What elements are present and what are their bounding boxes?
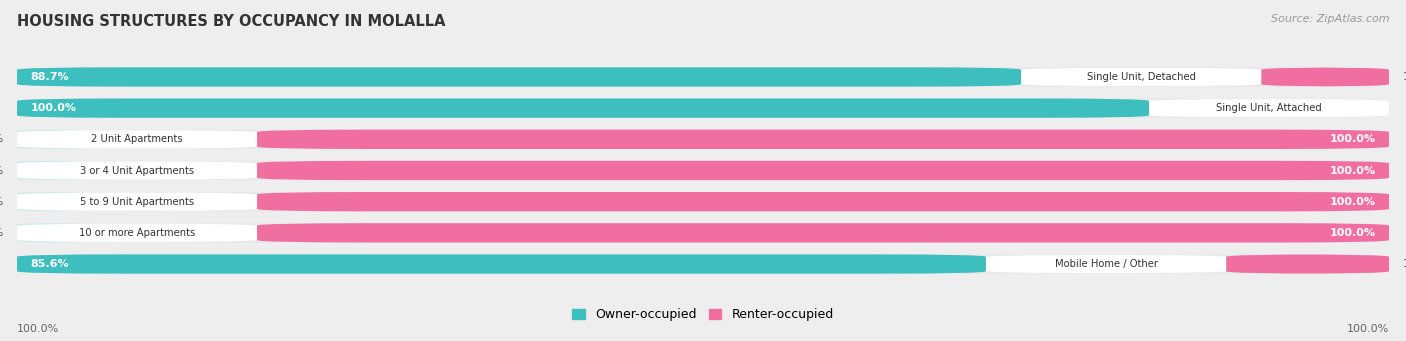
Text: 100.0%: 100.0% xyxy=(17,324,59,334)
Text: 88.7%: 88.7% xyxy=(31,72,69,82)
FancyBboxPatch shape xyxy=(986,255,1226,273)
FancyBboxPatch shape xyxy=(1226,254,1389,274)
Text: 0.0%: 0.0% xyxy=(0,134,3,144)
Text: 14.4%: 14.4% xyxy=(1403,259,1406,269)
FancyBboxPatch shape xyxy=(17,130,86,149)
Text: 100.0%: 100.0% xyxy=(1330,197,1375,207)
FancyBboxPatch shape xyxy=(1389,99,1406,118)
FancyBboxPatch shape xyxy=(17,99,1149,118)
Text: 85.6%: 85.6% xyxy=(31,259,69,269)
FancyBboxPatch shape xyxy=(17,161,86,180)
FancyBboxPatch shape xyxy=(1021,68,1261,86)
FancyBboxPatch shape xyxy=(17,223,1389,242)
FancyBboxPatch shape xyxy=(17,224,257,242)
Text: 0.0%: 0.0% xyxy=(0,197,3,207)
FancyBboxPatch shape xyxy=(17,192,86,211)
Text: 0.0%: 0.0% xyxy=(0,228,3,238)
FancyBboxPatch shape xyxy=(17,161,1389,180)
Text: 0.0%: 0.0% xyxy=(0,165,3,176)
Text: 100.0%: 100.0% xyxy=(1330,134,1375,144)
Text: Source: ZipAtlas.com: Source: ZipAtlas.com xyxy=(1271,14,1389,24)
Text: Single Unit, Attached: Single Unit, Attached xyxy=(1216,103,1322,113)
FancyBboxPatch shape xyxy=(257,161,1389,180)
Text: 5 to 9 Unit Apartments: 5 to 9 Unit Apartments xyxy=(80,197,194,207)
FancyBboxPatch shape xyxy=(17,161,257,180)
FancyBboxPatch shape xyxy=(17,223,86,242)
FancyBboxPatch shape xyxy=(257,130,1389,149)
FancyBboxPatch shape xyxy=(17,67,1389,87)
FancyBboxPatch shape xyxy=(1261,67,1389,87)
FancyBboxPatch shape xyxy=(17,254,1389,274)
Text: 100.0%: 100.0% xyxy=(1330,228,1375,238)
Text: Single Unit, Detached: Single Unit, Detached xyxy=(1087,72,1195,82)
Text: 100.0%: 100.0% xyxy=(1330,165,1375,176)
Legend: Owner-occupied, Renter-occupied: Owner-occupied, Renter-occupied xyxy=(572,308,834,321)
Text: 10 or more Apartments: 10 or more Apartments xyxy=(79,228,195,238)
FancyBboxPatch shape xyxy=(17,99,1389,118)
Text: 100.0%: 100.0% xyxy=(31,103,76,113)
Text: 100.0%: 100.0% xyxy=(1347,324,1389,334)
FancyBboxPatch shape xyxy=(257,192,1389,211)
Text: 2 Unit Apartments: 2 Unit Apartments xyxy=(91,134,183,144)
FancyBboxPatch shape xyxy=(257,223,1389,242)
FancyBboxPatch shape xyxy=(17,254,986,274)
Text: Mobile Home / Other: Mobile Home / Other xyxy=(1054,259,1157,269)
FancyBboxPatch shape xyxy=(17,193,257,211)
FancyBboxPatch shape xyxy=(1149,99,1389,117)
Text: 11.3%: 11.3% xyxy=(1403,72,1406,82)
FancyBboxPatch shape xyxy=(17,130,257,148)
FancyBboxPatch shape xyxy=(17,67,1021,87)
FancyBboxPatch shape xyxy=(17,192,1389,211)
FancyBboxPatch shape xyxy=(17,130,1389,149)
Text: HOUSING STRUCTURES BY OCCUPANCY IN MOLALLA: HOUSING STRUCTURES BY OCCUPANCY IN MOLAL… xyxy=(17,14,446,29)
Text: 3 or 4 Unit Apartments: 3 or 4 Unit Apartments xyxy=(80,165,194,176)
